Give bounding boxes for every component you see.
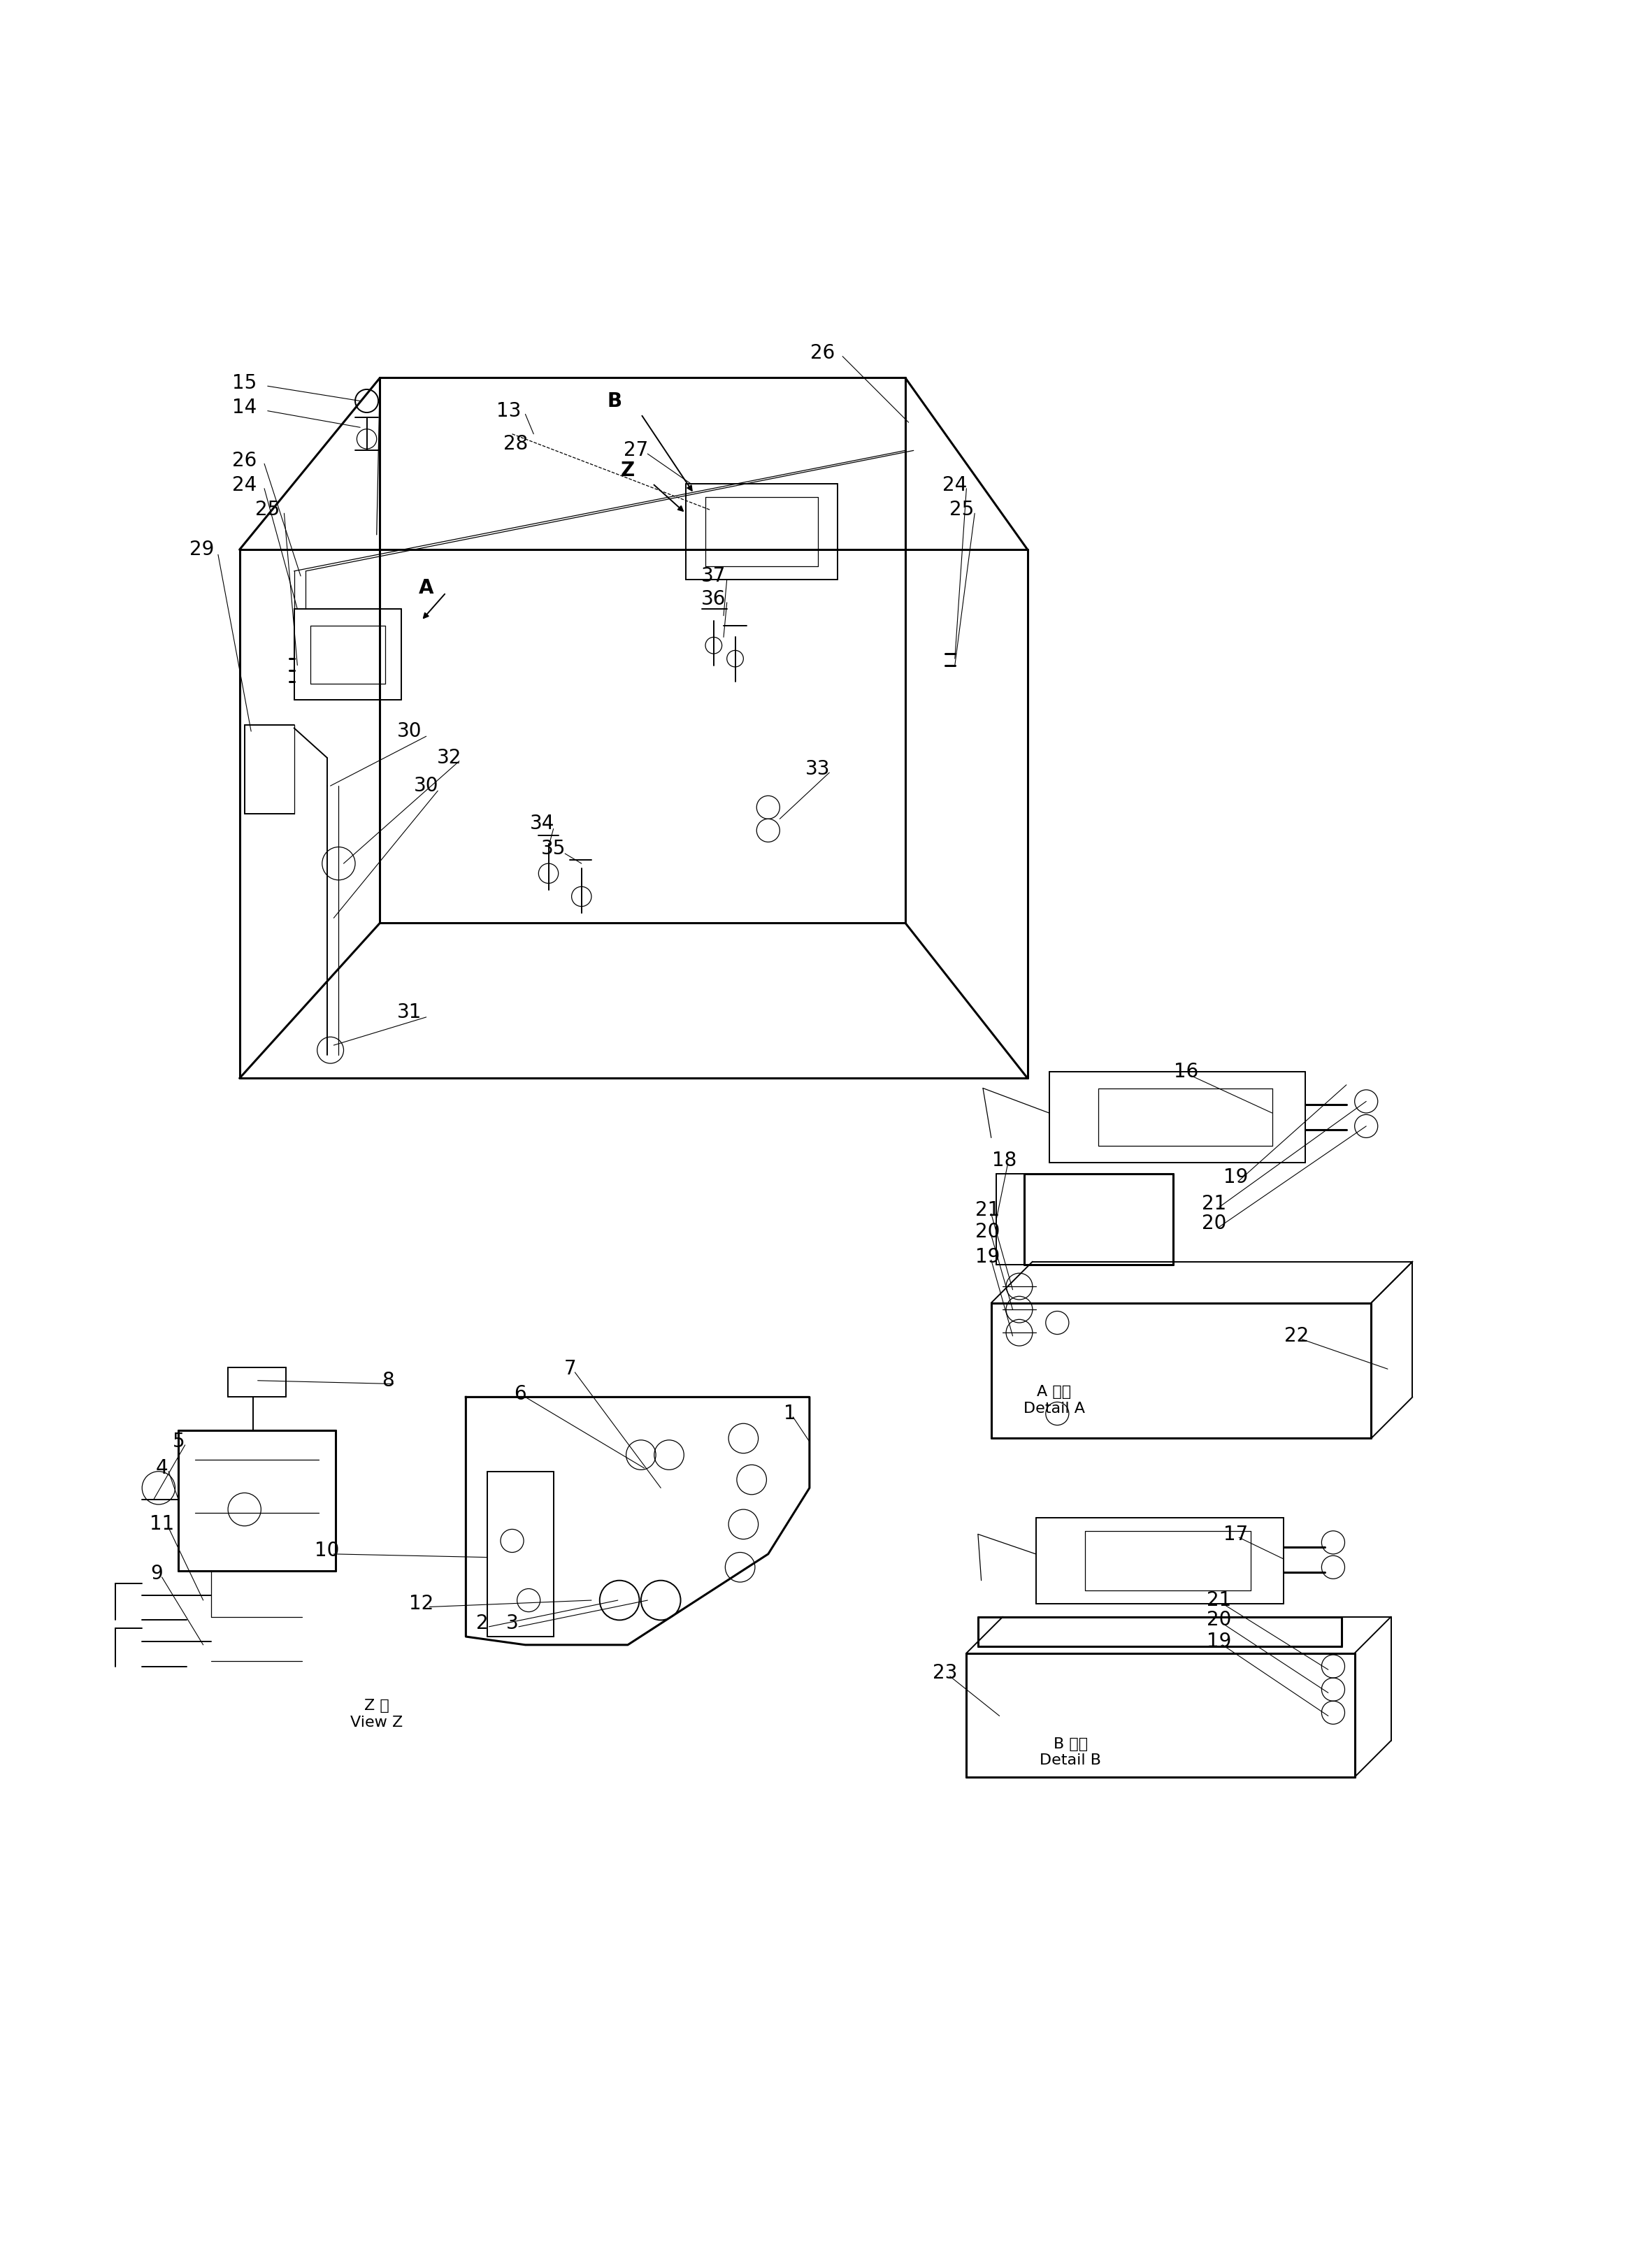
Text: 19: 19 — [976, 1246, 999, 1266]
Text: 26: 26 — [233, 450, 256, 470]
Text: B: B — [608, 391, 621, 412]
Text: B 詳細: B 詳細 — [1054, 1736, 1087, 1752]
Text: Z 矧: Z 矧 — [363, 1698, 390, 1714]
Text: 6: 6 — [514, 1383, 527, 1403]
Text: 36: 36 — [702, 589, 725, 609]
Text: 19: 19 — [1224, 1167, 1247, 1187]
Text: 16: 16 — [1175, 1062, 1198, 1082]
Text: 15: 15 — [233, 373, 256, 394]
Text: 32: 32 — [438, 749, 461, 767]
Text: 17: 17 — [1224, 1525, 1247, 1545]
Text: 22: 22 — [1285, 1327, 1308, 1345]
Text: 13: 13 — [497, 400, 520, 421]
Text: 20: 20 — [1208, 1610, 1231, 1631]
Text: 25: 25 — [950, 499, 973, 520]
Text: 20: 20 — [976, 1221, 999, 1241]
Text: 2: 2 — [476, 1613, 489, 1633]
Text: 19: 19 — [1208, 1633, 1231, 1651]
Text: 30: 30 — [396, 722, 423, 742]
Text: A 詳細: A 詳細 — [1037, 1385, 1070, 1399]
Text: 27: 27 — [624, 441, 648, 461]
Text: 25: 25 — [256, 499, 279, 520]
Text: 4: 4 — [155, 1457, 169, 1478]
Text: 7: 7 — [563, 1358, 577, 1379]
Text: 21: 21 — [976, 1201, 999, 1221]
Text: 21: 21 — [1208, 1590, 1231, 1610]
Text: Z: Z — [621, 461, 634, 479]
Text: View Z: View Z — [350, 1716, 403, 1729]
Text: 33: 33 — [805, 760, 831, 778]
Text: 29: 29 — [190, 540, 213, 560]
Text: 12: 12 — [410, 1595, 433, 1613]
Text: 9: 9 — [150, 1563, 164, 1583]
Text: 14: 14 — [233, 398, 256, 418]
Text: 28: 28 — [504, 434, 527, 454]
Text: 26: 26 — [811, 344, 834, 362]
Text: 24: 24 — [233, 475, 256, 495]
Text: 3: 3 — [506, 1613, 519, 1633]
Text: Detail A: Detail A — [1023, 1401, 1085, 1415]
Text: 20: 20 — [1203, 1214, 1226, 1232]
Text: 23: 23 — [933, 1664, 957, 1682]
Text: 8: 8 — [382, 1372, 395, 1390]
Text: 34: 34 — [530, 814, 553, 834]
Text: 1: 1 — [783, 1403, 796, 1424]
Text: 11: 11 — [150, 1514, 173, 1534]
Text: 10: 10 — [316, 1541, 339, 1561]
Text: Detail B: Detail B — [1039, 1754, 1102, 1768]
Text: 30: 30 — [413, 776, 439, 796]
Text: 35: 35 — [542, 839, 565, 859]
Text: 37: 37 — [702, 567, 725, 585]
Text: A: A — [418, 578, 434, 598]
Text: 31: 31 — [398, 1003, 421, 1021]
Text: 24: 24 — [943, 475, 966, 495]
Text: 21: 21 — [1203, 1194, 1226, 1214]
Text: 18: 18 — [993, 1151, 1016, 1172]
Text: 5: 5 — [172, 1433, 185, 1451]
